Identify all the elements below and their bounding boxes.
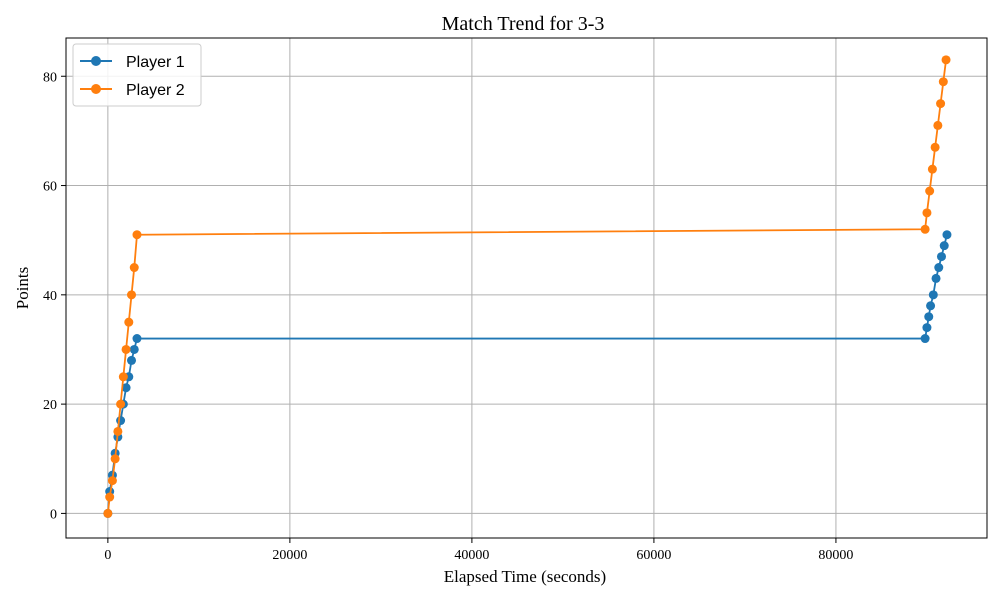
data-point-player-1 [920, 334, 930, 344]
data-point-player-2 [121, 344, 131, 354]
data-point-player-2 [118, 372, 128, 382]
x-tick-label: 20000 [272, 548, 307, 563]
plot-frame [65, 37, 988, 539]
y-axis-label: Points [13, 267, 32, 310]
data-point-player-1 [924, 312, 934, 322]
data-point-player-2 [922, 208, 932, 218]
y-tick-label: 0 [50, 507, 57, 522]
x-tick-label: 40000 [454, 548, 489, 563]
data-point-player-2 [107, 476, 117, 486]
data-point-player-2 [930, 142, 940, 152]
data-point-player-2 [113, 426, 123, 436]
data-point-player-1 [939, 241, 949, 251]
grid [66, 38, 987, 538]
series-line-player-2 [106, 59, 947, 514]
data-point-player-2 [938, 77, 948, 87]
data-point-player-2 [941, 55, 951, 65]
data-point-player-2 [124, 317, 134, 327]
y-tick-label: 60 [43, 180, 57, 195]
data-point-player-1 [116, 416, 126, 426]
data-point-player-2 [110, 454, 120, 464]
data-point-player-2 [132, 230, 142, 240]
legend: Player 1 Player 2 [72, 43, 202, 107]
data-point-player-1 [931, 273, 941, 283]
chart-title: Match Trend for 3-3 [442, 13, 605, 35]
data-point-player-1 [129, 344, 139, 354]
series-player-2 [103, 55, 951, 518]
data-point-player-2 [116, 399, 126, 409]
data-point-player-2 [933, 120, 943, 130]
legend-label-player-1: Player 1 [126, 54, 185, 71]
data-point-player-2 [925, 186, 935, 196]
y-tick-label: 40 [43, 289, 57, 304]
data-point-player-2 [127, 290, 137, 300]
data-point-player-2 [920, 224, 930, 234]
ticks: 0 20000 40000 60000 80000 0 20 40 60 80 [43, 70, 853, 563]
data-point-player-2 [927, 164, 937, 174]
data-point-player-1 [127, 355, 137, 365]
data-point-player-2 [936, 99, 946, 109]
legend-marker-player-2 [91, 84, 101, 94]
x-tick-label: 0 [104, 548, 111, 563]
y-tick-label: 20 [43, 398, 57, 413]
data-point-player-1 [942, 230, 952, 240]
data-point-player-1 [132, 334, 142, 344]
data-point-player-2 [103, 508, 113, 518]
data-point-player-1 [936, 252, 946, 262]
x-tick-label: 80000 [818, 548, 853, 563]
data-point-player-1 [926, 301, 936, 311]
data-point-player-1 [928, 290, 938, 300]
y-tick-label: 80 [43, 70, 57, 85]
data-point-player-1 [121, 383, 131, 393]
series-layer [103, 55, 952, 518]
x-axis-label: Elapsed Time (seconds) [444, 567, 606, 586]
data-point-player-2 [105, 492, 115, 502]
legend-label-player-2: Player 2 [126, 82, 185, 99]
series-line-player-1 [106, 234, 948, 514]
legend-marker-player-1 [91, 56, 101, 66]
data-point-player-1 [922, 323, 932, 333]
data-point-player-2 [129, 263, 139, 273]
data-point-player-1 [934, 263, 944, 273]
x-tick-label: 60000 [636, 548, 671, 563]
series-player-1 [103, 230, 952, 518]
legend-box [72, 43, 202, 107]
